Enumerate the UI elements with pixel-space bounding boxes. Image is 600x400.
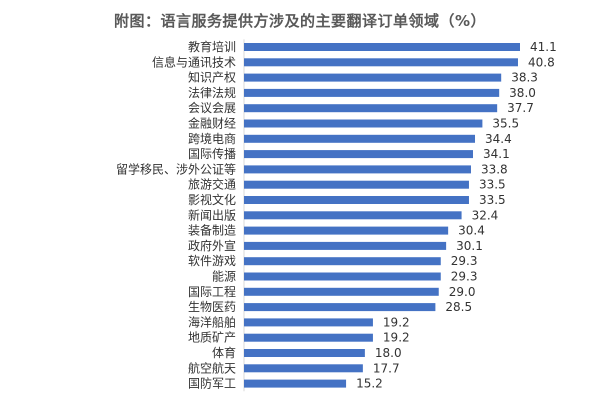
bar xyxy=(244,88,500,97)
data-label: 32.4 xyxy=(472,208,499,222)
category-label: 政府外宣 xyxy=(188,238,236,253)
category-label: 知识产权 xyxy=(188,71,236,85)
bar xyxy=(244,134,476,143)
bar xyxy=(244,226,449,235)
category-label: 生物医药 xyxy=(188,300,236,314)
category-label: 地质矿产 xyxy=(188,331,236,345)
category-label: 体育 xyxy=(212,345,236,360)
category-label: 装备制造 xyxy=(188,224,236,238)
data-label: 34.4 xyxy=(485,132,512,146)
bar xyxy=(244,165,471,174)
data-label: 28.5 xyxy=(445,300,472,314)
bar xyxy=(244,333,373,342)
category-label: 海洋船舶 xyxy=(188,314,236,329)
bar xyxy=(244,318,373,327)
data-label: 29.0 xyxy=(449,285,476,299)
bar xyxy=(244,150,473,159)
data-label: 29.3 xyxy=(451,270,478,284)
category-label: 国际工程 xyxy=(188,284,236,299)
data-label: 29.3 xyxy=(451,254,478,268)
category-label: 国防军工 xyxy=(188,376,236,391)
data-label: 35.5 xyxy=(492,117,519,131)
bar xyxy=(244,241,447,250)
bar xyxy=(244,287,439,296)
data-label: 33.5 xyxy=(479,178,506,192)
data-label: 33.8 xyxy=(481,162,508,176)
category-label: 能源 xyxy=(212,270,236,284)
bar xyxy=(244,379,347,388)
chart-title: 附图：语言服务提供方涉及的主要翻译订单领域（%） xyxy=(113,12,487,30)
category-label: 金融财经 xyxy=(188,116,236,131)
bar xyxy=(244,349,365,357)
bar xyxy=(244,119,483,128)
category-label: 会议会展 xyxy=(188,101,236,115)
category-label: 新闻出版 xyxy=(188,207,236,222)
bar xyxy=(244,196,469,204)
bar xyxy=(244,303,436,312)
category-label: 航空航天 xyxy=(188,360,236,375)
bar xyxy=(244,211,462,220)
category-label: 旅游交通 xyxy=(188,177,236,192)
bar xyxy=(244,180,469,189)
bar xyxy=(244,43,520,51)
bar xyxy=(244,257,441,266)
data-label: 40.8 xyxy=(528,55,555,69)
category-label: 跨境电商 xyxy=(188,131,236,146)
data-label: 19.2 xyxy=(383,315,410,329)
data-label: 34.1 xyxy=(483,147,510,161)
category-label: 影视文化 xyxy=(188,192,236,207)
data-label: 19.2 xyxy=(383,331,410,345)
bar xyxy=(244,58,518,67)
bar xyxy=(244,73,502,82)
data-label: 38.0 xyxy=(509,86,536,100)
data-label: 30.1 xyxy=(456,239,483,253)
bar xyxy=(244,104,498,113)
data-label: 17.7 xyxy=(373,361,400,375)
category-label: 信息与通讯技术 xyxy=(152,54,236,69)
data-label: 15.2 xyxy=(356,377,383,391)
bar xyxy=(244,272,441,281)
data-label: 33.5 xyxy=(479,193,506,207)
category-label: 软件游戏 xyxy=(188,254,236,268)
category-label: 留学移民、涉外公证等 xyxy=(116,161,236,176)
data-label: 41.1 xyxy=(530,40,557,54)
data-label: 30.4 xyxy=(458,224,485,238)
category-label: 国际传播 xyxy=(188,146,236,161)
data-label: 37.7 xyxy=(507,101,534,115)
bar xyxy=(244,364,363,373)
category-label: 法律法规 xyxy=(188,85,236,100)
data-label: 18.0 xyxy=(375,346,402,360)
data-label: 38.3 xyxy=(511,71,538,85)
category-label: 教育培训 xyxy=(188,39,236,54)
